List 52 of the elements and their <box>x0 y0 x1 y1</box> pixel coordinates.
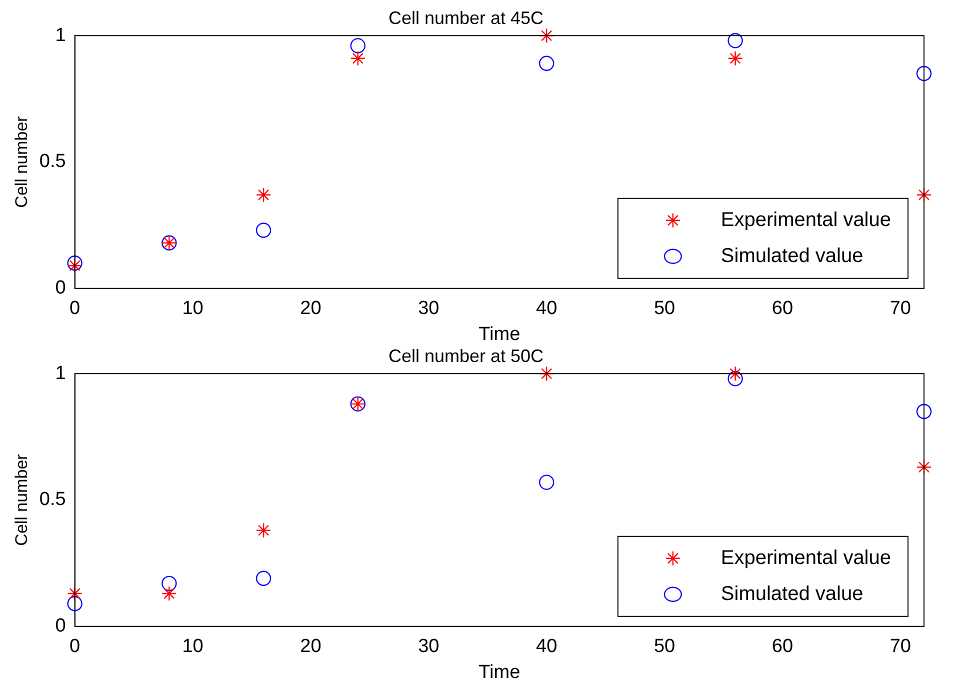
y-tick-label: 0.5 <box>39 489 66 510</box>
point <box>350 50 366 66</box>
x-tick-label: 40 <box>536 298 558 320</box>
y-tick-label: 0 <box>55 278 66 299</box>
legend-label: Experimental value <box>720 208 892 231</box>
point <box>162 576 177 592</box>
point <box>916 66 932 82</box>
y-tick-label: 0.5 <box>39 151 66 172</box>
chart-title: Cell number at 45C <box>388 8 544 28</box>
point <box>538 366 554 382</box>
x-tick-label: 20 <box>300 636 322 658</box>
x-tick-label: 20 <box>300 298 322 320</box>
legend-label: Simulated value <box>720 582 864 605</box>
x-tick-label: 70 <box>890 298 911 320</box>
y-tick-label: 1 <box>55 362 66 384</box>
x-tick-label: 40 <box>536 636 558 658</box>
x-tick-label: 60 <box>772 636 794 658</box>
y-tick-label: 0 <box>55 616 66 637</box>
point <box>350 38 366 54</box>
point <box>256 187 272 202</box>
x-tick-label: 50 <box>654 298 676 320</box>
point <box>728 50 743 66</box>
point <box>256 570 272 586</box>
point <box>538 56 554 72</box>
x-tick-label: 10 <box>182 298 204 320</box>
x-tick-label: 30 <box>418 636 440 658</box>
point <box>728 371 743 386</box>
legend-label: Experimental value <box>720 546 892 569</box>
point <box>162 586 177 602</box>
x-tick-label: 0 <box>70 298 80 320</box>
x-tick-label: 10 <box>182 636 204 658</box>
x-axis-title: Time <box>478 662 520 683</box>
y-axis-title: Cell number <box>12 454 31 546</box>
point <box>538 28 554 44</box>
point <box>67 586 82 602</box>
point <box>728 33 743 48</box>
x-axis-title: Time <box>478 324 520 345</box>
point <box>916 187 932 202</box>
chart-title: Cell number at 50C <box>388 346 544 366</box>
x-tick-label: 0 <box>70 636 80 658</box>
point <box>256 222 272 238</box>
x-tick-label: 30 <box>418 298 440 320</box>
legend-label: Simulated value <box>720 244 864 267</box>
x-tick-label: 60 <box>772 298 794 320</box>
point <box>256 522 272 538</box>
y-axis-title: Cell number <box>12 116 31 208</box>
point <box>916 404 932 420</box>
point <box>67 596 82 612</box>
y-tick-label: 1 <box>55 24 66 46</box>
point <box>538 474 554 490</box>
x-tick-label: 70 <box>890 636 911 658</box>
x-tick-label: 50 <box>654 636 676 658</box>
